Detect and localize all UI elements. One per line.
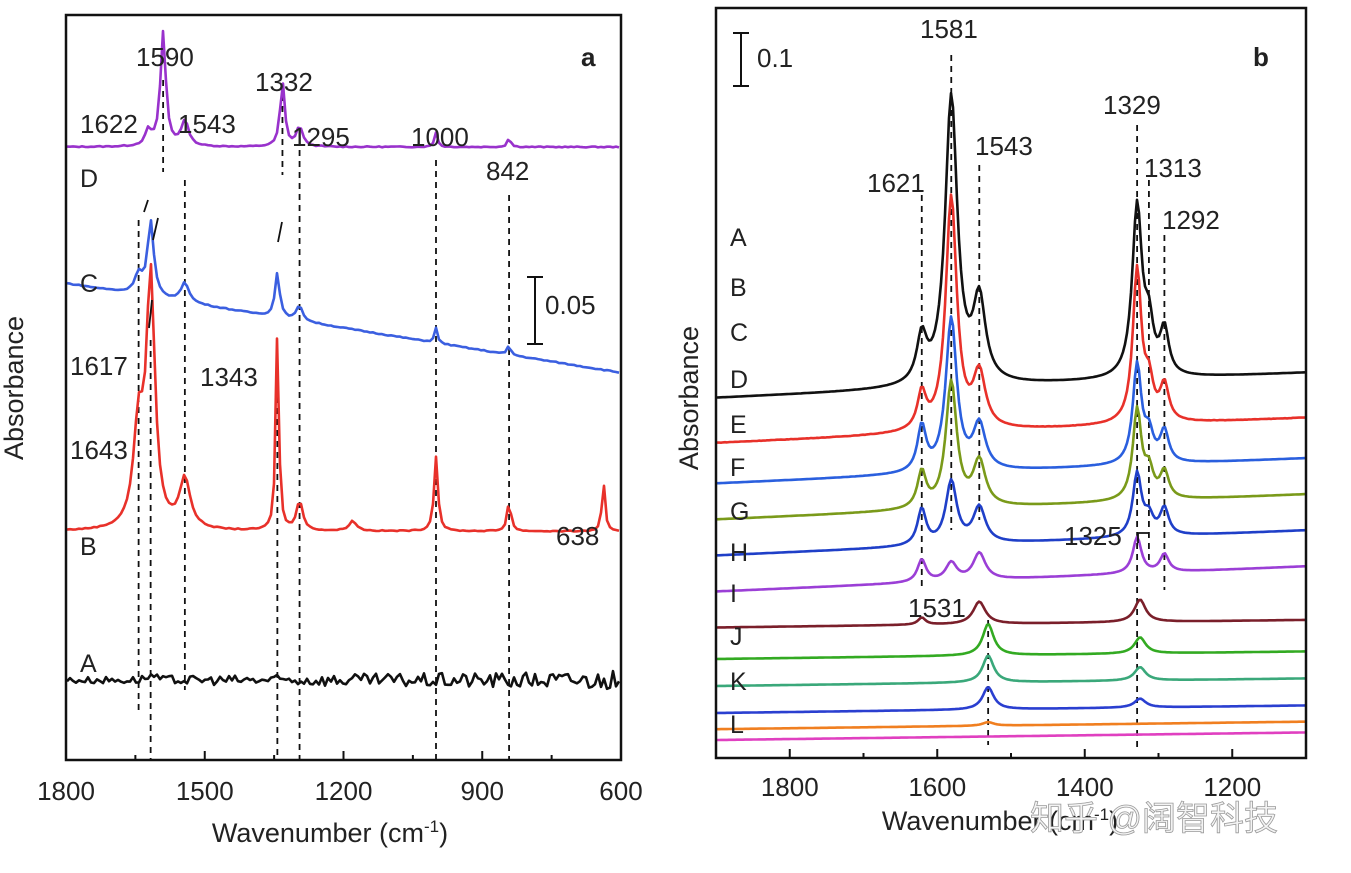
- panel-b-label: b: [1253, 42, 1269, 72]
- peak-label-1622: 1622: [80, 109, 138, 139]
- series-label-g: G: [730, 498, 749, 526]
- series-label-b: B: [730, 274, 747, 302]
- spectrum-d: [716, 378, 1306, 521]
- spectrum-e: [717, 469, 1306, 557]
- peak-label-1313: 1313: [1144, 153, 1202, 183]
- panel-a-y-axis-label: Absorbance: [0, 316, 29, 460]
- spectrum-i: [716, 654, 1305, 688]
- spectrum-c: [66, 219, 620, 374]
- series-label-i: I: [730, 580, 737, 608]
- series-label-f: F: [730, 454, 745, 482]
- series-label-a: A: [730, 224, 747, 252]
- peak-label-1581: 1581: [920, 14, 978, 44]
- peak-label-1000: 1000: [411, 122, 469, 152]
- series-label-c: C: [730, 319, 748, 347]
- series-label-a: A: [80, 650, 97, 678]
- panel-b-x-tick-labels: 1800 1600 1400 1200: [761, 772, 1261, 802]
- peak-label-1292: 1292: [1162, 205, 1220, 235]
- spectrum-h: [716, 623, 1305, 661]
- panel-b: b Absorbance Wavenumber (cm-1) 0.1 A B C…: [674, 6, 1308, 836]
- panel-a: a Absorbance Wavenumber (cm-1) 0.05 D C …: [0, 13, 643, 848]
- scale-bar-label: 0.05: [545, 290, 596, 320]
- series-label-d: D: [730, 366, 748, 394]
- panel-a-connector-marks: [143, 199, 283, 329]
- peak-label-1329: 1329: [1103, 90, 1161, 120]
- panel-b-connector-mark: [1137, 532, 1148, 543]
- panel-b-x-axis-label: Wavenumber (cm-1): [882, 805, 1118, 836]
- spectrum-j: [716, 686, 1306, 715]
- x-tick-label: 600: [599, 776, 642, 806]
- series-label-h: H: [730, 539, 748, 567]
- peak-label-1295: 1295: [292, 122, 350, 152]
- panel-a-reference-lines: [137, 80, 510, 760]
- spectrum-a: [66, 669, 621, 691]
- panel-a-x-ticks: [65, 751, 622, 760]
- x-tick-label: 1200: [1203, 772, 1261, 802]
- spectrum-b: [66, 262, 620, 533]
- peak-label-1617: 1617: [70, 351, 128, 381]
- panel-a-spectra: [66, 29, 621, 691]
- spectrum-b: [716, 193, 1306, 444]
- peak-label-842: 842: [486, 156, 529, 186]
- peak-label-1543: 1543: [178, 109, 236, 139]
- x-tick-label: 1600: [908, 772, 966, 802]
- spectrum-d: [66, 29, 620, 149]
- peak-label-1643: 1643: [70, 435, 128, 465]
- spectrum-f: [716, 535, 1305, 593]
- series-label-j: J: [730, 623, 743, 651]
- series-label-d: D: [80, 165, 98, 193]
- peak-label-1590: 1590: [136, 42, 194, 72]
- spectrum-l: [717, 731, 1305, 742]
- spectrum-k: [717, 720, 1305, 731]
- x-tick-label: 1800: [761, 772, 819, 802]
- series-label-b: B: [80, 533, 97, 561]
- panel-b-frame: [714, 6, 1308, 760]
- panel-b-y-axis-label: Absorbance: [674, 326, 704, 470]
- series-label-c: C: [80, 270, 98, 298]
- series-label-e: E: [730, 411, 747, 439]
- panel-b-x-ticks: [715, 749, 1307, 758]
- series-label-l: L: [730, 711, 744, 739]
- spectrum-a: [716, 91, 1306, 399]
- x-tick-label: 1500: [176, 776, 234, 806]
- peak-label-1621: 1621: [867, 168, 925, 198]
- watermark-text: 知乎 @阔智科技: [1030, 800, 1278, 838]
- series-label-k: K: [730, 668, 747, 696]
- spectrum-g: [716, 598, 1305, 629]
- peak-label-1332: 1332: [255, 67, 313, 97]
- peak-label-1343: 1343: [200, 362, 258, 392]
- x-tick-label: 1200: [315, 776, 373, 806]
- spectrum-c: [717, 315, 1306, 485]
- panel-a-label: a: [581, 42, 596, 72]
- peak-label-638: 638: [556, 521, 599, 551]
- panel-b-reference-lines: [920, 55, 1166, 748]
- panel-a-x-axis-label: Wavenumber (cm-1): [212, 817, 448, 848]
- peak-label-1543: 1543: [975, 131, 1033, 161]
- peak-label-1325: 1325: [1064, 521, 1122, 551]
- peak-label-1531: 1531: [908, 593, 966, 623]
- x-tick-label: 1400: [1056, 772, 1114, 802]
- panel-a-x-tick-labels: 1800 1500 1200 900 600: [37, 776, 643, 806]
- panel-b-spectra: [716, 91, 1306, 742]
- scale-bar-label: 0.1: [757, 43, 793, 73]
- x-tick-label: 900: [461, 776, 504, 806]
- x-tick-label: 1800: [37, 776, 95, 806]
- panel-a-scale-bar: 0.05: [527, 276, 596, 345]
- panel-b-scale-bar: 0.1: [733, 32, 793, 87]
